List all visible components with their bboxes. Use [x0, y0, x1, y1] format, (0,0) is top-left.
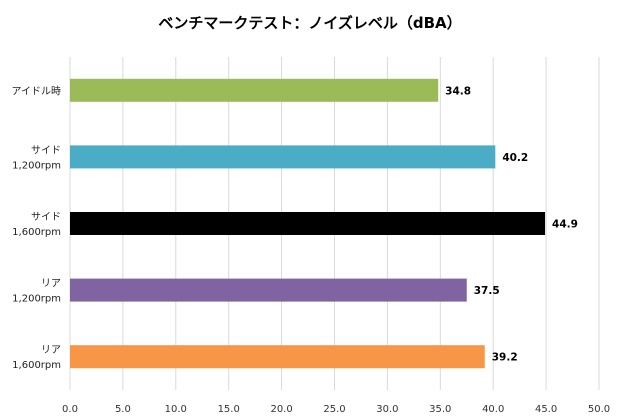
x-tick-label: 50.0	[588, 404, 610, 415]
category-label: サイド 1,200rpm	[12, 144, 61, 171]
x-tick-label: 40.0	[482, 404, 504, 415]
category-label: リア 1,600rpm	[12, 345, 61, 371]
value-label: 39.2	[492, 352, 518, 364]
value-label: 40.2	[502, 152, 528, 164]
bars	[70, 78, 546, 369]
bar	[70, 345, 485, 369]
chart-title: ベンチマークテスト：ノイズレベル（dBA）	[158, 14, 461, 32]
x-tick-label: 5.0	[115, 404, 131, 415]
category-label: サイド 1,600rpm	[12, 211, 61, 238]
bar	[70, 278, 467, 302]
category-label: リア 1,200rpm	[12, 279, 61, 305]
bar	[70, 145, 496, 169]
labels: 0.0 5.0 10.0 15.0 20.0 25.0 30.0 35.0 40.0 45.0 50…	[12, 85, 611, 415]
x-tick-label: 45.0	[535, 404, 557, 415]
x-tick-label: 30.0	[376, 404, 398, 415]
value-label: 34.8	[445, 85, 471, 97]
x-tick-label: 35.0	[429, 404, 451, 415]
value-label: 44.9	[552, 219, 578, 231]
bar	[70, 212, 546, 235]
x-tick-label: 20.0	[270, 404, 292, 415]
x-tick-label: 15.0	[218, 404, 240, 415]
x-tick-label: 25.0	[323, 404, 345, 415]
value-label: 37.5	[474, 285, 500, 297]
x-tick-label: 10.0	[165, 404, 187, 415]
bar	[70, 78, 439, 102]
x-tick-label: 0.0	[62, 404, 78, 415]
category-label: アイドル時	[12, 85, 62, 97]
